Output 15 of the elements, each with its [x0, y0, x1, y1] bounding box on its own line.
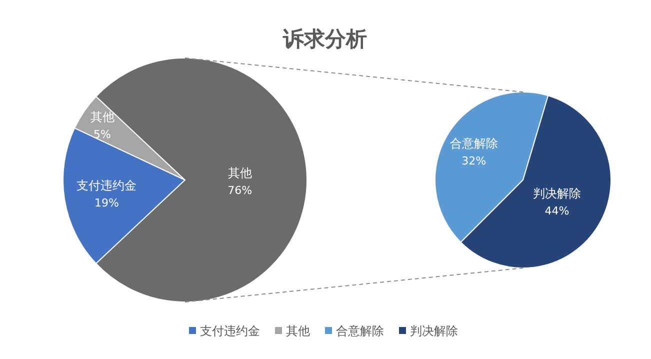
data-label: 32% [462, 154, 486, 168]
slice-label: 判决解除 [533, 186, 582, 200]
slice-label: 合意解除 [450, 136, 498, 151]
slice-label: 其他 [228, 166, 252, 180]
data-label: 5% [94, 128, 111, 141]
legend-label: 合意解除 [336, 324, 384, 338]
slice-label: 支付违约金 [76, 178, 137, 192]
legend-label: 判决解除 [410, 324, 458, 338]
data-label: 44% [544, 204, 570, 218]
slice-label: 其他 [90, 110, 114, 124]
legend-label: 其他 [286, 324, 310, 338]
data-label: 19% [94, 196, 119, 210]
data-label: 76% [228, 184, 252, 197]
chart-title: 诉求分析 [282, 27, 367, 51]
legend-label: 支付违约金 [200, 324, 260, 338]
